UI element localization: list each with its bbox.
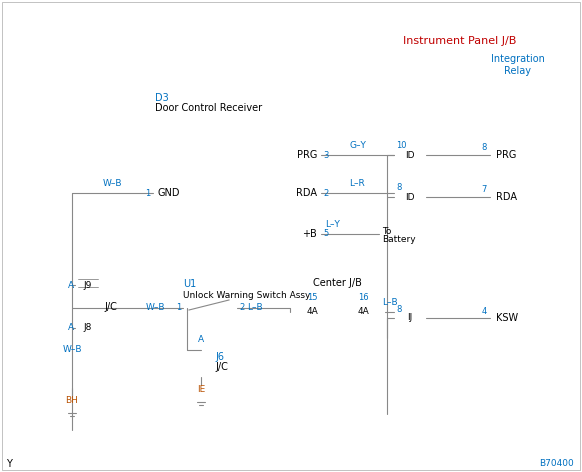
Text: 5: 5 [323,229,328,238]
Text: J6: J6 [215,352,224,362]
Polygon shape [426,152,431,158]
Polygon shape [329,310,334,314]
Text: RDA: RDA [496,192,517,202]
Text: Relay: Relay [504,66,531,76]
Text: BH: BH [66,396,79,405]
Text: W–B: W–B [103,179,122,188]
Text: RDA: RDA [296,188,317,198]
Polygon shape [426,315,431,320]
Text: 1: 1 [176,303,181,312]
Polygon shape [64,396,80,410]
Ellipse shape [394,189,426,205]
Polygon shape [373,231,379,237]
Text: J9: J9 [84,280,92,289]
Text: 7: 7 [482,185,487,194]
Ellipse shape [74,320,102,336]
Text: ID: ID [405,193,415,202]
Text: +B: +B [302,229,317,239]
Polygon shape [426,194,431,200]
Circle shape [198,347,204,353]
Text: 10: 10 [396,142,406,151]
Text: 4A: 4A [357,307,369,317]
Text: Door Control Receiver: Door Control Receiver [155,103,262,113]
Polygon shape [193,385,209,399]
Text: 15: 15 [307,293,317,302]
Text: W–B: W–B [146,303,165,312]
Text: 4: 4 [482,306,487,315]
Circle shape [488,152,492,158]
Bar [75,271,101,342]
FancyBboxPatch shape [490,68,545,298]
Text: J8: J8 [84,323,92,332]
Text: L–B: L–B [247,303,262,312]
Text: J/C: J/C [215,362,228,372]
Text: To: To [382,227,391,236]
Bar [153,112,321,264]
Circle shape [230,305,236,311]
Ellipse shape [296,303,328,321]
Text: A: A [68,323,74,332]
Bar [189,350,213,372]
Text: J/C: J/C [104,302,117,312]
Text: 16: 16 [358,293,368,302]
Ellipse shape [74,277,102,293]
Text: IE: IE [197,385,205,394]
Text: L–B: L–B [382,298,398,307]
Text: Instrument Panel J/B: Instrument Panel J/B [403,36,517,46]
Text: Y: Y [6,459,12,469]
Text: A: A [68,280,74,289]
Circle shape [151,191,155,195]
Text: L–Y: L–Y [325,220,340,229]
Text: G–Y: G–Y [349,141,366,150]
Text: Battery: Battery [382,236,416,244]
Bar [183,297,237,319]
Text: 1: 1 [145,188,150,197]
Text: L–R: L–R [350,179,365,188]
Text: 8: 8 [396,184,402,193]
Text: A: A [198,335,204,344]
Text: PRG: PRG [297,150,317,160]
Text: Unlock Warning Switch Assy: Unlock Warning Switch Assy [183,290,310,300]
Text: U1: U1 [183,279,196,289]
Ellipse shape [394,147,426,163]
Polygon shape [352,310,357,314]
Ellipse shape [394,310,426,326]
Text: KSW: KSW [496,313,518,323]
Text: 3: 3 [323,151,328,160]
Text: 4A: 4A [306,307,318,317]
Text: IJ: IJ [407,313,413,322]
FancyBboxPatch shape [374,52,546,424]
Ellipse shape [347,303,379,321]
Text: Center J/B: Center J/B [313,278,362,288]
Text: W–B: W–B [62,346,81,354]
Text: 2: 2 [239,303,244,312]
Text: PRG: PRG [496,150,516,160]
Text: B70400: B70400 [540,460,574,469]
Text: ID: ID [405,151,415,160]
Circle shape [184,305,190,311]
Circle shape [488,315,492,320]
Text: D3: D3 [155,93,169,103]
Text: 2: 2 [323,188,328,197]
Circle shape [488,194,492,200]
Text: 8: 8 [396,304,402,313]
Text: 8: 8 [482,143,487,152]
Text: Integration: Integration [491,54,544,64]
Bar [290,292,385,332]
Text: GND: GND [158,188,180,198]
